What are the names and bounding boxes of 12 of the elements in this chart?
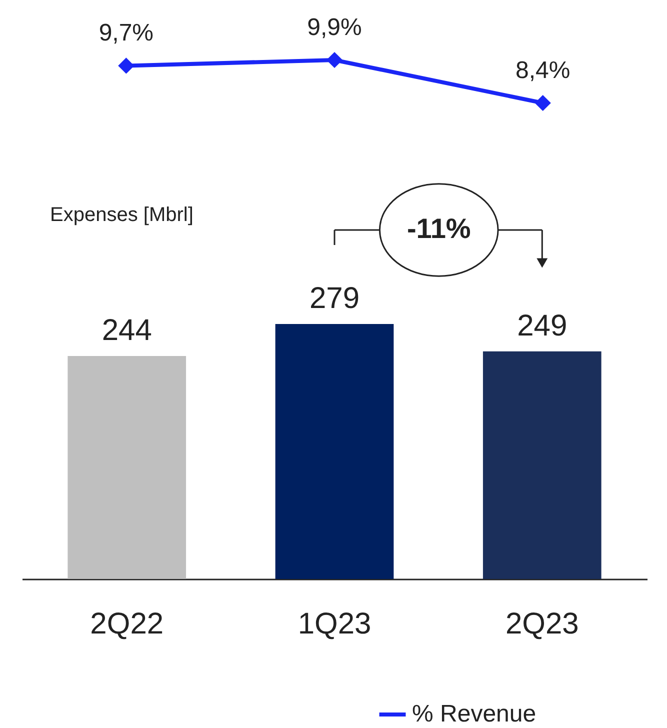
data-label: 279 [309, 282, 360, 315]
data-label: 9,7% [98, 20, 154, 47]
data-label: 249 [517, 309, 568, 342]
x-tick-label: 2Q23 [505, 608, 579, 640]
y-axis-title: Expenses [Mbrl] [50, 204, 194, 226]
legend-label: % Revenue [412, 700, 536, 728]
data-label: 8,4% [515, 57, 570, 84]
x-tick-label: 1Q23 [298, 608, 372, 640]
data-label: 244 [102, 314, 152, 347]
data-label: 9,9% [307, 14, 362, 41]
text: -11% [406, 213, 471, 244]
x-tick-label: 2Q22 [90, 608, 164, 640]
